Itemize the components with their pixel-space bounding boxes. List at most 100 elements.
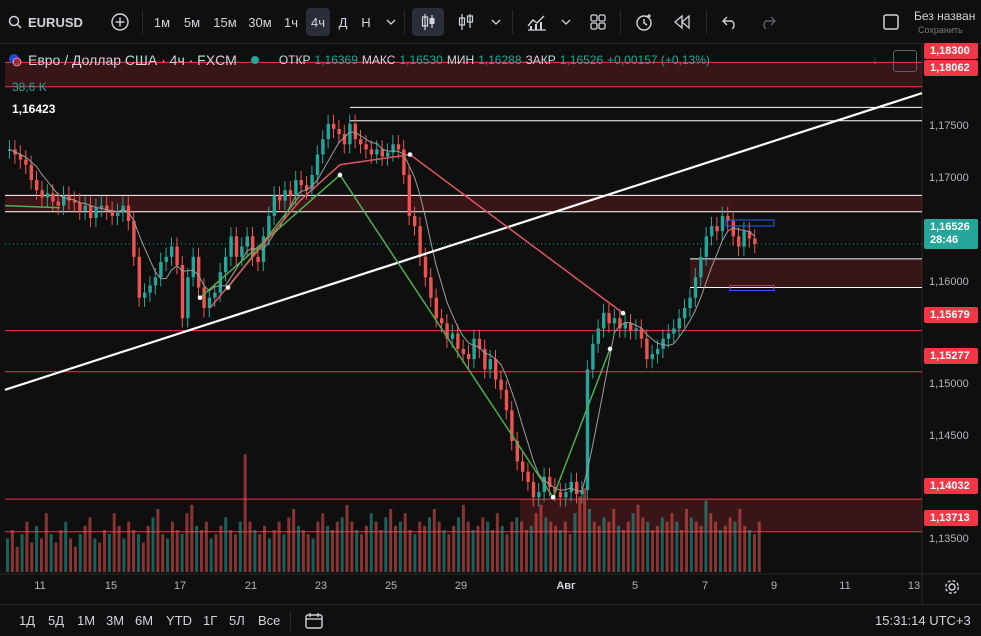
- candle-body: [229, 236, 233, 257]
- range-all[interactable]: Все: [258, 613, 281, 628]
- moving-average-value: 1,16423: [12, 102, 56, 116]
- volume-bar: [345, 504, 349, 572]
- volume-bar: [704, 500, 708, 572]
- range-1m[interactable]: 1М: [77, 613, 96, 628]
- bottom-divider: [290, 611, 291, 631]
- candle-body: [105, 205, 109, 211]
- volume-bar: [549, 521, 553, 572]
- volume-bar: [297, 525, 300, 572]
- range-ytd[interactable]: YTD: [166, 613, 192, 628]
- candle-body: [278, 195, 282, 201]
- candle-body: [245, 236, 249, 247]
- maximize-pane-button[interactable]: [893, 50, 917, 72]
- volume-bar: [132, 530, 136, 572]
- order-block: [725, 219, 775, 227]
- price-level-tag[interactable]: 1,15679: [924, 307, 978, 323]
- time-label: 7: [701, 580, 709, 592]
- volume-bar: [30, 542, 34, 572]
- candle-body: [629, 323, 633, 331]
- candle-body: [477, 338, 482, 349]
- alert-button[interactable]: [630, 8, 658, 36]
- volume-bar: [384, 517, 388, 572]
- range-3m[interactable]: 3М: [106, 613, 125, 628]
- undo-button[interactable]: [716, 8, 744, 36]
- interval-1m[interactable]: 1м: [153, 14, 171, 30]
- candle-body: [299, 180, 303, 186]
- date-range-button[interactable]: [304, 612, 324, 635]
- templates-button[interactable]: [584, 8, 612, 36]
- symbol-description[interactable]: Евро / Доллар США · 4ч · FXCM: [28, 52, 237, 68]
- indicators-dropdown[interactable]: [556, 8, 576, 36]
- chart-settings-button[interactable]: [944, 579, 960, 600]
- layout-button[interactable]: [878, 8, 904, 36]
- time-label: 9: [770, 580, 778, 592]
- interval-1h[interactable]: 1ч: [283, 14, 298, 30]
- symbol-search-button[interactable]: EURUSD: [8, 8, 88, 36]
- range-1y[interactable]: 1Г: [203, 613, 218, 628]
- interval-15m[interactable]: 15м: [213, 14, 237, 30]
- interval-4h[interactable]: 4ч: [306, 8, 330, 36]
- volume-bar: [374, 521, 378, 572]
- replay-button[interactable]: [668, 8, 696, 36]
- indicators-button[interactable]: [522, 8, 552, 36]
- volume-bar: [612, 509, 616, 572]
- price-chart[interactable]: [0, 44, 981, 604]
- candles-type-button[interactable]: [412, 8, 444, 36]
- range-5d[interactable]: 5Д: [48, 613, 65, 628]
- compare-add-button[interactable]: [106, 8, 134, 36]
- range-1d[interactable]: 1Д: [19, 613, 36, 628]
- candle-body: [531, 481, 536, 498]
- candle-body: [342, 134, 347, 145]
- volume-bar: [670, 513, 674, 572]
- chart-area[interactable]: Евро / Доллар США · 4ч · FXCM ОТКР 1,1636…: [0, 43, 981, 604]
- price-level-tag[interactable]: 1,18300: [924, 43, 978, 59]
- candle-body: [607, 313, 611, 324]
- timezone-clock[interactable]: 15:31:14 UTC+3: [875, 613, 971, 628]
- open-value: 1,16369: [314, 53, 358, 67]
- interval-day[interactable]: Д: [338, 14, 348, 30]
- candle-body: [504, 389, 509, 411]
- candle-body: [418, 226, 422, 257]
- candle-body: [143, 292, 147, 298]
- volume-bar: [224, 517, 228, 572]
- interval-30m[interactable]: 30м: [248, 14, 272, 30]
- volume-bar: [350, 521, 354, 572]
- volume-bar: [641, 517, 645, 572]
- volume-bar: [427, 517, 431, 572]
- redo-button[interactable]: [754, 8, 782, 36]
- rewind-icon: [674, 14, 690, 30]
- candle-body: [585, 369, 590, 491]
- interval-dropdown[interactable]: [381, 8, 401, 36]
- arrow-down-icon[interactable]: ↓: [872, 53, 878, 67]
- interval-5m[interactable]: 5м: [183, 14, 201, 30]
- layout-title[interactable]: Без назван: [914, 9, 976, 23]
- range-5y[interactable]: 5Л: [229, 613, 245, 628]
- support-zone: [520, 499, 922, 532]
- price-level-tag[interactable]: 1,15277: [924, 348, 978, 364]
- volume-bar: [471, 530, 475, 572]
- volume-bar: [748, 530, 752, 572]
- volume-bar: [166, 538, 170, 572]
- current-price-tag[interactable]: 1,16526 28:46: [924, 219, 978, 249]
- volume-bar: [141, 542, 145, 572]
- price-level-tag[interactable]: 1,14032: [924, 478, 978, 494]
- chart-type-dropdown[interactable]: [486, 8, 506, 36]
- volume-bar: [161, 534, 165, 572]
- range-6m[interactable]: 6М: [135, 613, 154, 628]
- price-tick: 1,16000: [929, 276, 969, 288]
- volume-bar: [398, 521, 402, 572]
- interval-week[interactable]: Н: [361, 14, 371, 30]
- price-level-tag[interactable]: 1,13713: [924, 510, 978, 526]
- candle-body: [429, 277, 433, 298]
- indicators-bars-button[interactable]: [452, 8, 480, 36]
- volume-bar: [20, 534, 24, 572]
- price-level-tag[interactable]: 1,18062: [924, 60, 978, 76]
- volume-bar: [694, 521, 698, 572]
- volume-bar: [321, 513, 325, 572]
- volume-bar: [326, 525, 330, 572]
- zigzag-pivot: [337, 172, 343, 178]
- volume-bar: [190, 504, 194, 572]
- zigzag-pivot: [225, 285, 231, 290]
- candle-body: [256, 256, 260, 262]
- volume-bar: [185, 513, 189, 572]
